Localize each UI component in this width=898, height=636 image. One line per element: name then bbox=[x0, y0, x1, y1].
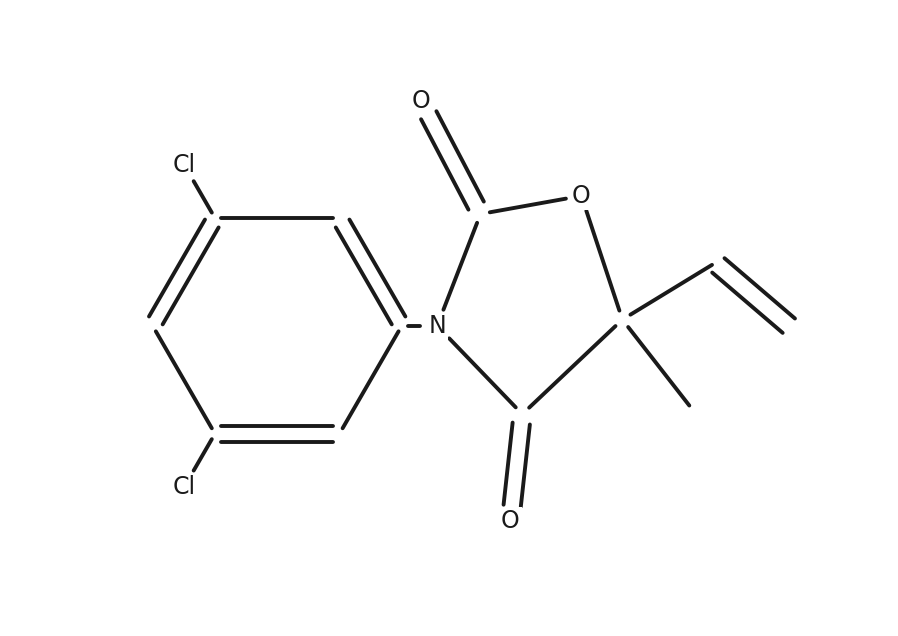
Text: Cl: Cl bbox=[172, 153, 196, 177]
Text: O: O bbox=[412, 89, 431, 113]
Text: N: N bbox=[428, 314, 446, 338]
Text: Cl: Cl bbox=[172, 475, 196, 499]
Text: O: O bbox=[501, 509, 520, 534]
Text: O: O bbox=[572, 184, 591, 208]
